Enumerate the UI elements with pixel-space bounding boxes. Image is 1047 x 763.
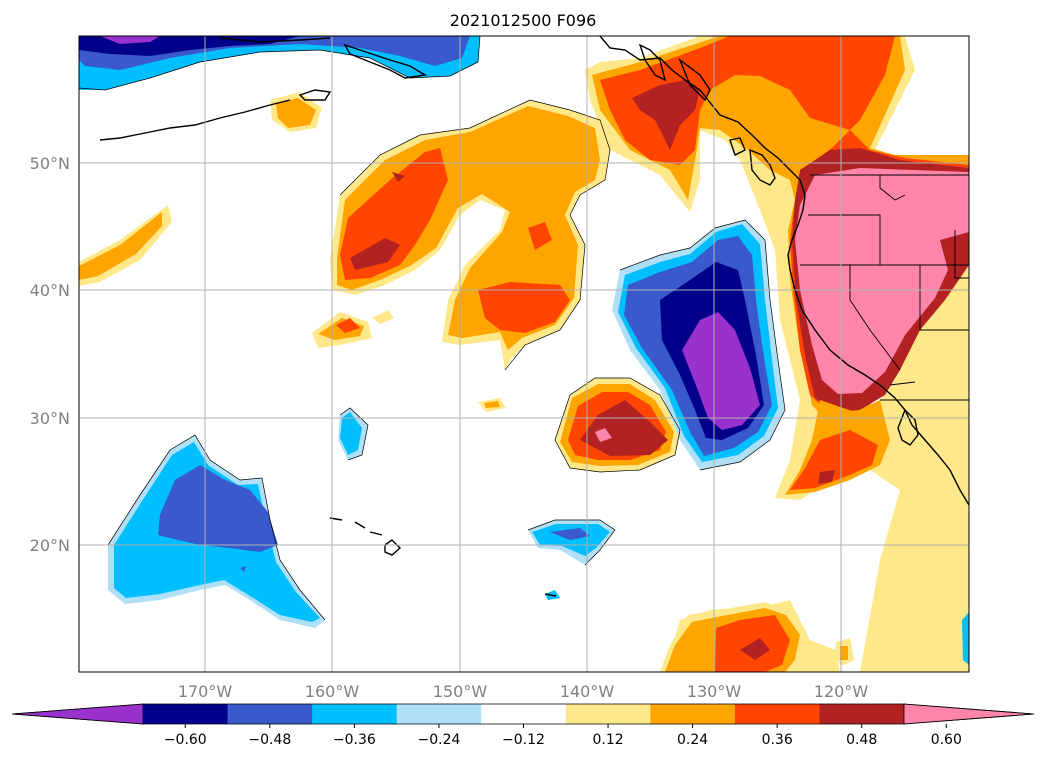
- warm-region-subtropical: [555, 378, 680, 472]
- colorbar-segment: [565, 704, 651, 724]
- lon-label-130w: 130°W: [687, 682, 742, 701]
- colorbar-segment: [734, 704, 820, 724]
- map-frame: [78, 35, 970, 673]
- colorbar-segment: [227, 704, 313, 724]
- colorbar-tick-label: 0.36: [762, 732, 793, 748]
- colorbar-tick-label: 0.48: [846, 732, 877, 748]
- cold-region-offshore: [612, 220, 785, 470]
- gridlines: [79, 36, 969, 672]
- colorbar-tick-label: −0.24: [417, 732, 460, 748]
- warm-patches-small: [79, 92, 854, 666]
- colorbar-segment: [312, 704, 398, 724]
- colorbar-tick-label: −0.12: [502, 732, 545, 748]
- coastlines: [99, 36, 969, 597]
- lat-label-40n: 40°N: [30, 281, 70, 300]
- colorbar-tick-label: 0.24: [677, 732, 708, 748]
- lon-label-140w: 140°W: [560, 682, 615, 701]
- warm-region-south: [660, 602, 805, 672]
- lon-label-150w: 150°W: [433, 682, 488, 701]
- colorbar-tick-label: −0.36: [333, 732, 376, 748]
- lon-label-170w: 170°W: [178, 682, 233, 701]
- colorbar-segment: [650, 704, 736, 724]
- colorbar-tick-label: 0.12: [592, 732, 623, 748]
- colorbar-arrow-high: [903, 703, 1035, 725]
- lon-label-120w: 120°W: [814, 682, 869, 701]
- warm-region-northeast-pacific: [585, 36, 969, 672]
- lat-label-20n: 20°N: [30, 536, 70, 555]
- colorbar-tick-label: 0.60: [931, 732, 962, 748]
- map-title: 2021012500 F096: [450, 11, 597, 30]
- colorbar-segment: [481, 704, 567, 724]
- state-borders: [800, 174, 969, 401]
- cold-region-southwest: [108, 408, 969, 665]
- colorbar-outline: [11, 703, 1035, 725]
- colorbar-arrow-low: [11, 703, 144, 725]
- colorbar-tick-label: −0.60: [164, 732, 207, 748]
- lon-label-160w: 160°W: [305, 682, 360, 701]
- colorbar: −0.60 −0.48 −0.36 −0.24 −0.12 0.12 0.24 0.36 0.4…: [11, 703, 1035, 748]
- colorbar-tick-label: −0.48: [248, 732, 291, 748]
- colorbar-segment: [143, 704, 229, 724]
- colorbar-segment: [396, 704, 482, 724]
- map-area: [79, 36, 969, 672]
- lat-label-30n: 30°N: [30, 409, 70, 428]
- lat-label-50n: 50°N: [30, 154, 70, 173]
- warm-region-central-pacific: [330, 100, 610, 370]
- colorbar-segment: [819, 704, 905, 724]
